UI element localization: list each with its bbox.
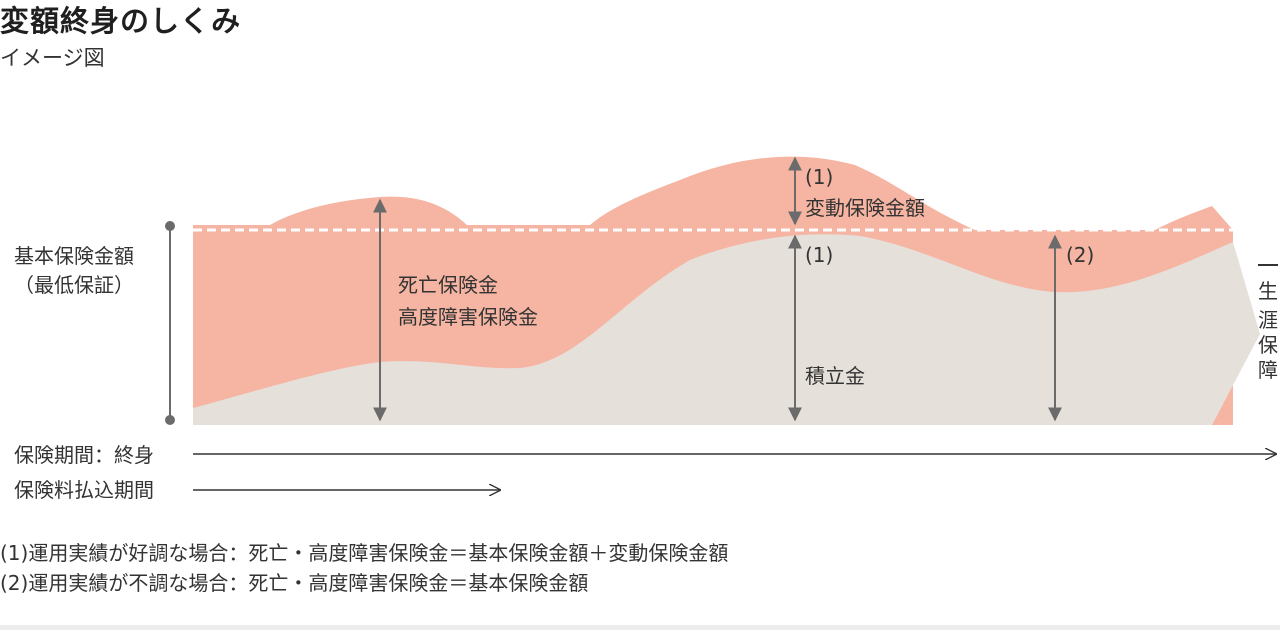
insurance-period-label: 保険期間：終身 bbox=[14, 443, 154, 467]
lifetime-coverage-char: 生 bbox=[1258, 279, 1278, 303]
base-amount-label: 基本保険金額 bbox=[14, 244, 134, 268]
disability-benefit-label: 高度障害保険金 bbox=[398, 305, 538, 329]
variable-marker: (1) bbox=[805, 165, 833, 189]
page-subtitle: イメージ図 bbox=[0, 46, 105, 70]
bracket-top-dot bbox=[165, 221, 175, 231]
lifetime-coverage-char: 障 bbox=[1258, 358, 1278, 382]
variable-amount-label: 変動保険金額 bbox=[805, 196, 925, 220]
bracket-bottom-dot bbox=[165, 415, 175, 425]
reserve-label: 積立金 bbox=[805, 364, 865, 388]
minimum-guarantee-label: （最低保証） bbox=[14, 273, 134, 297]
lifetime-coverage-char: 保 bbox=[1258, 333, 1278, 357]
death-benefit-label: 死亡保険金 bbox=[398, 273, 498, 297]
premium-period-label: 保険料払込期間 bbox=[14, 478, 154, 502]
footnote-case1: (1)運用実績が好調な場合：死亡・高度障害保険金＝基本保険金額＋変動保険金額 bbox=[0, 541, 729, 565]
lifetime-coverage-char: 涯 bbox=[1258, 308, 1278, 332]
page-title: 変額終身のしくみ bbox=[0, 4, 242, 38]
reserve-area bbox=[193, 234, 1260, 425]
footnote-case2: (2)運用実績が不調な場合：死亡・高度障害保険金＝基本保険金額 bbox=[0, 571, 589, 595]
case2-marker: (2) bbox=[1066, 243, 1094, 267]
coverage-area bbox=[193, 156, 1233, 230]
bottom-divider bbox=[0, 625, 1280, 630]
reserve-marker: (1) bbox=[805, 243, 833, 267]
